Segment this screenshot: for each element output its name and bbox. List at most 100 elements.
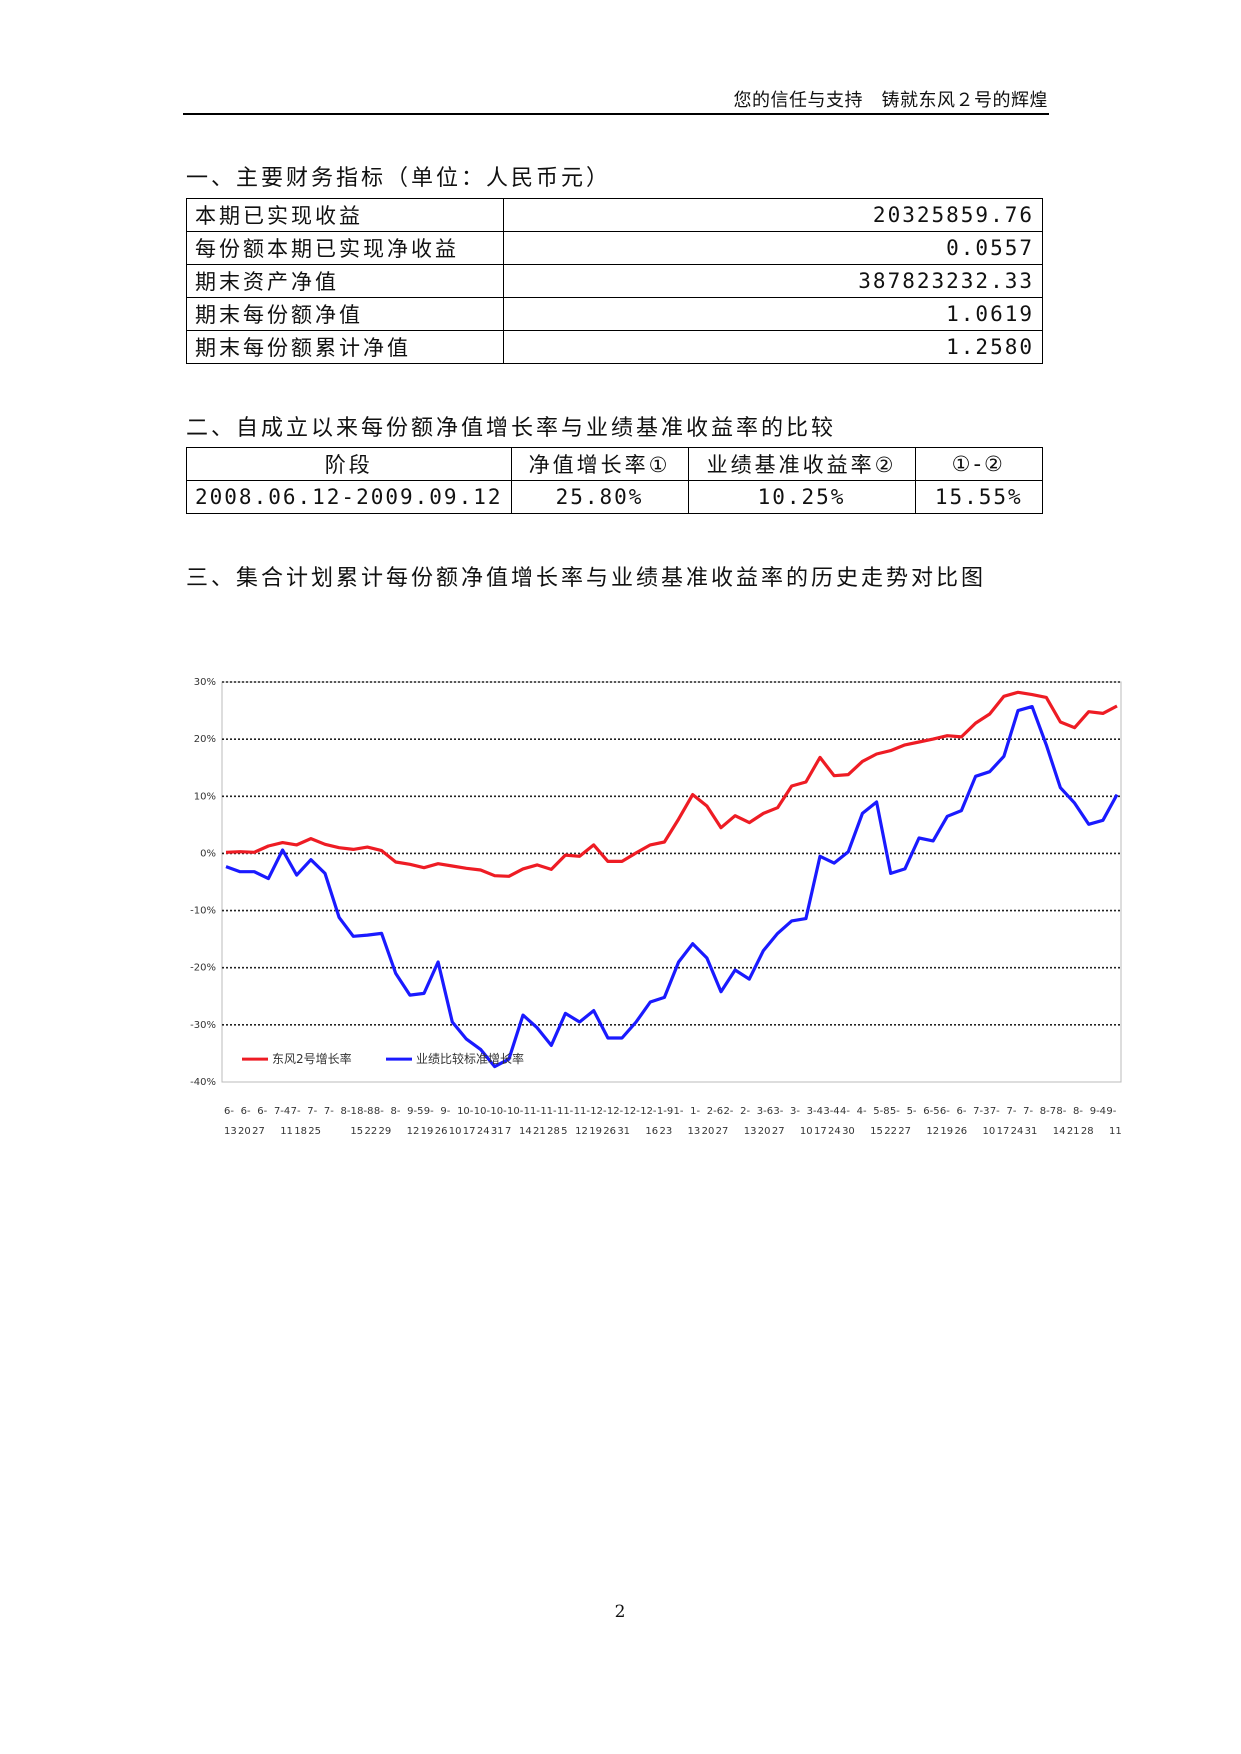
- y-tick-label: -40%: [190, 1077, 216, 1088]
- x-tick-label: 3-6: [757, 1106, 773, 1117]
- y-tick-label: 10%: [194, 791, 216, 802]
- row-value: 1.2580: [503, 330, 1043, 364]
- x-tick-label: 8-: [374, 1106, 384, 1117]
- chart-legend: 东风2号增长率 业绩比较标准增长率: [242, 1051, 524, 1066]
- x-tick-label: 1-: [690, 1106, 700, 1117]
- x-tick-label: 3-: [790, 1106, 800, 1117]
- x-tick-label: 13: [224, 1126, 237, 1137]
- x-tick-label: 28: [1081, 1126, 1094, 1137]
- x-tick-label: 28: [547, 1126, 560, 1137]
- x-tick-label: 8-7: [1040, 1106, 1056, 1117]
- x-tick-label: 8-: [390, 1106, 400, 1117]
- x-tick-label: 19: [589, 1126, 602, 1137]
- x-tick-label: 7-: [990, 1106, 1000, 1117]
- col-header-period: 阶段: [186, 447, 512, 481]
- x-tick-label: 12-: [624, 1106, 641, 1117]
- legend-label: 东风2号增长率: [272, 1051, 352, 1066]
- x-tick-label: 11-: [524, 1106, 541, 1117]
- x-tick-label: 5-: [907, 1106, 917, 1117]
- row-value: 1.0619: [503, 297, 1043, 331]
- chart-x-ticks: 6- 6- 6- 7-4 7- 7- 7- 8-1 8-8 8- 8- 9-5 9- 9- 10- 10- 10…: [224, 1106, 1122, 1137]
- plot-area-border: [221, 681, 1122, 1083]
- x-tick-label: 11: [1109, 1126, 1122, 1137]
- legend-label: 业绩比较标准增长率: [416, 1051, 524, 1066]
- x-tick-label: 2-: [723, 1106, 733, 1117]
- x-tick-label: 12: [407, 1126, 420, 1137]
- x-tick-label: 8-: [1056, 1106, 1066, 1117]
- table-row: 期末每份额累计净值 1.2580: [186, 330, 1043, 364]
- x-tick-label: 2-: [740, 1106, 750, 1117]
- x-tick-label: 10: [800, 1126, 813, 1137]
- x-tick-label: 12-: [590, 1106, 607, 1117]
- x-tick-label: 10-: [507, 1106, 524, 1117]
- x-tick-label: 6-5: [923, 1106, 939, 1117]
- x-tick-label: 7-: [1006, 1106, 1016, 1117]
- col-header-difference: ①-②: [914, 447, 1044, 481]
- x-tick-label: 6-: [257, 1106, 267, 1117]
- x-tick-label: 21: [1067, 1126, 1080, 1137]
- x-tick-label: 10: [983, 1126, 996, 1137]
- x-tick-label: 31: [1025, 1126, 1038, 1137]
- x-tick-label: 7-4: [274, 1106, 290, 1117]
- x-tick-label: 15: [870, 1126, 883, 1137]
- x-tick-label: 21: [533, 1126, 546, 1137]
- x-tick-label: 9-: [424, 1106, 434, 1117]
- x-tick-label: 8-: [1073, 1106, 1083, 1117]
- cell-nav-growth: 25.80%: [510, 480, 689, 514]
- x-tick-label: 7-: [307, 1106, 317, 1117]
- financial-indicators-table: 本期已实现收益 20325859.76 每份额本期已实现净收益 0.0557 期末资…: [186, 198, 1043, 364]
- row-value: 0.0557: [503, 231, 1043, 265]
- x-tick-label: 11-: [557, 1106, 574, 1117]
- x-tick-label: 9-: [1106, 1106, 1116, 1117]
- x-tick-label: 1-9: [657, 1106, 673, 1117]
- x-tick-label: 3-4: [823, 1106, 839, 1117]
- x-tick-label: 3-4: [807, 1106, 823, 1117]
- row-label: 每份额本期已实现净收益: [186, 231, 504, 265]
- x-tick-label: 10-: [474, 1106, 491, 1117]
- x-tick-label: 9-5: [407, 1106, 423, 1117]
- x-tick-label: 16: [645, 1126, 658, 1137]
- x-tick-label: 17: [814, 1126, 827, 1137]
- page-number: 2: [614, 1602, 626, 1622]
- x-tick-label: 26: [435, 1126, 448, 1137]
- x-tick-label: 31: [617, 1126, 630, 1137]
- x-tick-label: 24: [1011, 1126, 1024, 1137]
- x-tick-label: 9-: [440, 1106, 450, 1117]
- x-tick-label: 7-: [1023, 1106, 1033, 1117]
- x-tick-label: 4-: [857, 1106, 867, 1117]
- x-tick-label: 25: [308, 1126, 321, 1137]
- x-tick-label: 11: [280, 1126, 293, 1137]
- x-tick-label: 23: [659, 1126, 672, 1137]
- x-tick-label: 20: [702, 1126, 715, 1137]
- x-tick-label: 6-: [224, 1106, 234, 1117]
- chart-y-ticks: 30% 20% 10% 0% -10% -20% -30% -40%: [190, 677, 216, 1088]
- x-tick-label: 27: [716, 1126, 729, 1137]
- x-tick-label: 7-3: [973, 1106, 989, 1117]
- row-label: 期末每份额累计净值: [186, 330, 504, 364]
- x-tick-label: 26: [603, 1126, 616, 1137]
- x-tick-label: 10-: [457, 1106, 474, 1117]
- table-row: 期末每份额净值 1.0619: [186, 297, 1043, 331]
- x-tick-label: 2-6: [707, 1106, 723, 1117]
- section1-title: 一、主要财务指标（单位：人民币元）: [186, 166, 612, 191]
- x-tick-label: 22: [364, 1126, 377, 1137]
- table-header-row: 阶段 净值增长率① 业绩基准收益率② ①-②: [186, 447, 1044, 481]
- x-tick-label: 8-1: [341, 1106, 357, 1117]
- y-tick-label: 30%: [194, 677, 216, 688]
- x-tick-label: 6-: [957, 1106, 967, 1117]
- table-row: 每份额本期已实现净收益 0.0557: [186, 231, 1043, 265]
- x-tick-label: 5: [561, 1126, 567, 1137]
- y-tick-label: 20%: [194, 734, 216, 745]
- section3-title: 三、集合计划累计每份额净值增长率与业绩基准收益率的历史走势对比图: [186, 566, 987, 591]
- row-value: 20325859.76: [503, 198, 1043, 232]
- x-tick-label: 19: [940, 1126, 953, 1137]
- x-tick-label: 11-: [540, 1106, 557, 1117]
- x-tick-label: 7: [505, 1126, 511, 1137]
- table-row: 期末资产净值 387823232.33: [186, 264, 1043, 298]
- chart-series: [225, 690, 1119, 1069]
- row-label: 期末资产净值: [186, 264, 504, 298]
- series-line-benchmark: [225, 704, 1119, 1069]
- performance-comparison-table: 阶段 净值增长率① 业绩基准收益率② ①-② 2008.06.12-2009.0…: [186, 447, 1044, 514]
- col-header-benchmark: 业绩基准收益率②: [687, 447, 916, 481]
- x-tick-label: 7-: [324, 1106, 334, 1117]
